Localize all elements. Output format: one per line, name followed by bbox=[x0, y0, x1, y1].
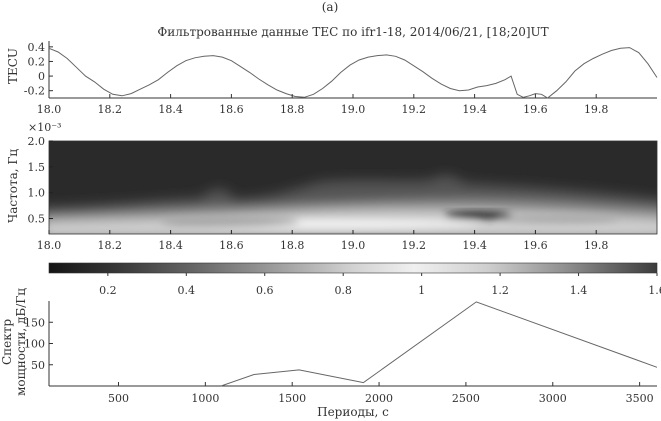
panel1-x-tick-label: 19.6 bbox=[523, 103, 548, 116]
heatmap-trough-left bbox=[160, 218, 300, 226]
panel3-x-tick-label: 2000 bbox=[365, 392, 393, 405]
panel3-x-tick-label: 3000 bbox=[539, 392, 567, 405]
figure-label: (a) bbox=[321, 0, 339, 14]
panel1-x-tick-label: 18.8 bbox=[280, 103, 305, 116]
spectrum-series-line bbox=[220, 301, 658, 387]
panel1-y-tick-label: 0 bbox=[38, 70, 45, 83]
colorbar-tick-label: 0.4 bbox=[178, 284, 196, 297]
heatmap-dark-spot bbox=[444, 211, 512, 219]
panel2-x-tick-label: 18.2 bbox=[98, 239, 123, 252]
panel1-x-tick-label: 19.2 bbox=[402, 103, 427, 116]
panel1-x-tick-label: 18.2 bbox=[98, 103, 123, 116]
panel1-x-tick-label: 19.8 bbox=[584, 103, 609, 116]
panel1-y-tick-label: -0.2 bbox=[24, 85, 45, 98]
colorbar-tick-label: 0.8 bbox=[334, 284, 352, 297]
heatmap-image bbox=[49, 141, 657, 234]
panel3-x-tick-label: 500 bbox=[108, 392, 129, 405]
panel2-x-tick-label: 19.2 bbox=[402, 239, 427, 252]
panel3-y-tick-label: 150 bbox=[24, 316, 45, 329]
heatmap-trough-right bbox=[500, 215, 620, 223]
colorbar-tick-label: 1 bbox=[418, 284, 425, 297]
panel1-x-tick-label: 19.0 bbox=[341, 103, 366, 116]
panel2-y-tick-label: 2.0 bbox=[28, 135, 46, 148]
panel1-x-tick-label: 18.0 bbox=[37, 103, 62, 116]
panel2-x-tick-label: 19.6 bbox=[523, 239, 548, 252]
panel2-y-multiplier: ×10⁻³ bbox=[28, 121, 61, 134]
colorbar-tick-label: 0.2 bbox=[99, 284, 117, 297]
panel2-ylabel: Частота, Гц bbox=[6, 149, 20, 223]
panel2-y-tick-label: 1.5 bbox=[28, 161, 46, 174]
panel2-x-tick-label: 19.8 bbox=[584, 239, 609, 252]
panel3-xlabel: Периоды, с bbox=[317, 405, 389, 419]
panel2-y-tick-label: 0.5 bbox=[28, 213, 46, 226]
panel3-x-tick-label: 1500 bbox=[278, 392, 306, 405]
colorbar-tick-label: 1.6 bbox=[648, 284, 661, 297]
panel1-x-tick-label: 18.4 bbox=[158, 103, 183, 116]
panel1-y-tick-label: 0.4 bbox=[28, 41, 46, 54]
panel3-ylabel-line1: Спектр bbox=[0, 319, 14, 365]
colorbar-tick-label: 0.6 bbox=[256, 284, 274, 297]
colorbar bbox=[48, 262, 658, 274]
panel2-x-tick-label: 18.4 bbox=[158, 239, 183, 252]
panel1-ylabel: TECU bbox=[6, 48, 20, 84]
colorbar-tick-label: 1.2 bbox=[491, 284, 509, 297]
panel3-y-tick-label: 100 bbox=[24, 338, 45, 351]
panel3-x-tick-label: 1000 bbox=[191, 392, 219, 405]
panel2-x-tick-label: 19.4 bbox=[462, 239, 487, 252]
tec-series-line bbox=[48, 47, 658, 99]
panel1-y-tick-label: 0.2 bbox=[28, 55, 46, 68]
panel1-x-tick-label: 19.4 bbox=[462, 103, 487, 116]
panel3-x-tick-label: 3500 bbox=[626, 392, 654, 405]
colorbar-tick-label: 1.4 bbox=[570, 284, 588, 297]
panel1-title: Фильтрованные данные TEC по ifr1-18, 201… bbox=[157, 25, 548, 39]
panel3-y-tick-label: 50 bbox=[31, 359, 45, 372]
panel2-y-tick-label: 1.0 bbox=[28, 187, 46, 200]
panel2-x-tick-label: 18.6 bbox=[219, 239, 244, 252]
panel2-x-tick-label: 18.0 bbox=[37, 239, 62, 252]
panel2-x-tick-label: 19.0 bbox=[341, 239, 366, 252]
panel1-x-tick-label: 18.6 bbox=[219, 103, 244, 116]
panel3-x-tick-label: 2500 bbox=[452, 392, 480, 405]
panel2-x-tick-label: 18.8 bbox=[280, 239, 305, 252]
panel3-ylabel-line2: мощности, дБ/Гц bbox=[14, 288, 28, 396]
